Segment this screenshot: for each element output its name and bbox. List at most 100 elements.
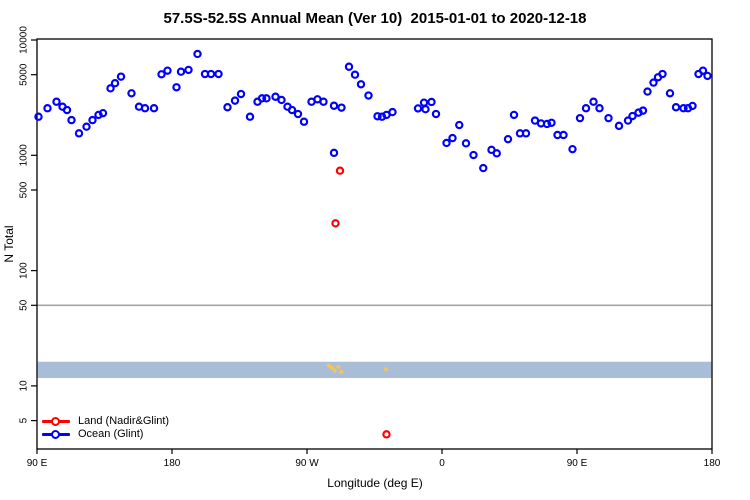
band-mark [332,368,337,373]
land-legend-circle [51,416,60,426]
ocean-marker-icon [42,428,70,441]
data-point-ocean [236,89,246,99]
x-axis-label: Longitude (deg E) [327,476,423,490]
x-tick-label: 90 W [295,458,319,469]
legend-item-ocean: Ocean (Glint) [42,428,169,441]
data-point-ocean [419,98,429,107]
data-point-ocean [277,95,286,105]
data-point-ocean [140,104,150,113]
data-point-ocean [67,115,76,125]
data-point-ocean [82,122,91,131]
data-point-ocean [43,104,52,113]
page-title: 57.5S-52.5S Annual Mean (Ver 10) 2015-01… [163,10,587,27]
band-mark [383,367,389,372]
data-point-ocean [206,69,216,79]
data-point-ocean [110,79,120,88]
y-axis-label: N Total [2,225,16,263]
data-point-ocean [329,101,339,110]
y-tick-label: 500 [19,181,30,198]
data-point-ocean [469,150,478,160]
data-point-ocean [157,70,166,79]
data-point-ocean [245,112,255,121]
data-point-ocean [623,116,633,125]
data-point-ocean [356,80,366,89]
data-point-ocean [52,97,61,106]
plot-border [36,38,713,450]
data-point-ocean [589,97,598,106]
data-point-ocean [149,104,159,113]
legend: Land (Nadir&Glint) Ocean (Glint) [42,415,169,441]
x-tick-label: 180 [704,458,721,469]
data-point-ocean [658,69,667,79]
band-mark [329,365,334,370]
data-point-ocean [638,106,648,115]
data-point-ocean [649,78,658,87]
data-point-ocean [62,105,72,115]
highlight-band [37,361,712,379]
data-point-ocean [503,134,513,144]
ocean-legend-circle [51,429,60,439]
band-mark [336,364,341,370]
y-tick-label: 10 [19,380,30,392]
data-point-ocean [373,112,382,121]
data-point-ocean [293,109,303,119]
data-point-ocean [184,65,193,75]
data-point-ocean [559,130,568,140]
data-point-ocean [116,72,126,81]
data-point-ocean [442,138,451,148]
data-point-ocean [364,91,373,100]
data-point-ocean [74,129,84,138]
data-point-ocean [568,144,577,154]
data-point-ocean [479,163,488,173]
data-point-ocean [628,111,637,121]
data-point-ocean [193,49,202,59]
legend-item-land: Land (Nadir&Glint) [42,415,169,428]
data-point-ocean [34,112,43,121]
data-point-ocean [698,66,708,75]
data-point-ocean [509,110,519,120]
data-point-ocean [679,104,688,113]
data-point-land [335,166,345,175]
data-point-ocean [575,113,585,123]
data-point-ocean [88,115,97,125]
y-tick-label: 1000 [19,144,30,167]
y-tick-label: 10000 [19,26,30,54]
data-point-ocean [163,66,172,75]
data-point-ocean [388,107,397,117]
data-point-ocean [350,70,360,79]
x-tick-label: 180 [164,458,181,469]
data-point-ocean [431,109,441,119]
data-point-ocean [492,149,501,158]
data-point-ocean [106,84,115,93]
data-point-ocean [329,148,339,158]
data-point-ocean [427,97,436,107]
data-point-land [331,219,340,228]
data-point-ocean [344,62,354,71]
data-point-ocean [262,94,271,103]
data-point-ocean [688,101,697,111]
data-point-ocean [595,104,604,113]
data-point-ocean [703,71,712,81]
data-point-ocean [521,129,531,138]
band-mark [326,363,331,368]
y-tick-label: 5 [19,417,30,423]
x-tick-label: 90 E [27,458,48,469]
data-point-ocean [299,117,309,126]
y-tick-label: 5000 [19,63,30,86]
data-point-ocean [455,120,464,130]
data-point-ocean [448,133,457,143]
data-point-ocean [413,104,423,113]
data-point-ocean [665,89,675,98]
data-point-ocean [257,94,267,103]
data-point-land [382,430,391,439]
data-point-ocean [223,103,232,112]
data-point-ocean [287,105,297,115]
legend-label-land: Land (Nadir&Glint) [78,415,170,427]
band-mark [339,369,344,375]
legend-label-ocean: Ocean (Glint) [78,428,144,440]
data-point-ocean [172,83,181,92]
data-point-ocean [127,89,136,98]
data-point-ocean [542,119,552,129]
x-tick-label: 0 [439,458,445,469]
